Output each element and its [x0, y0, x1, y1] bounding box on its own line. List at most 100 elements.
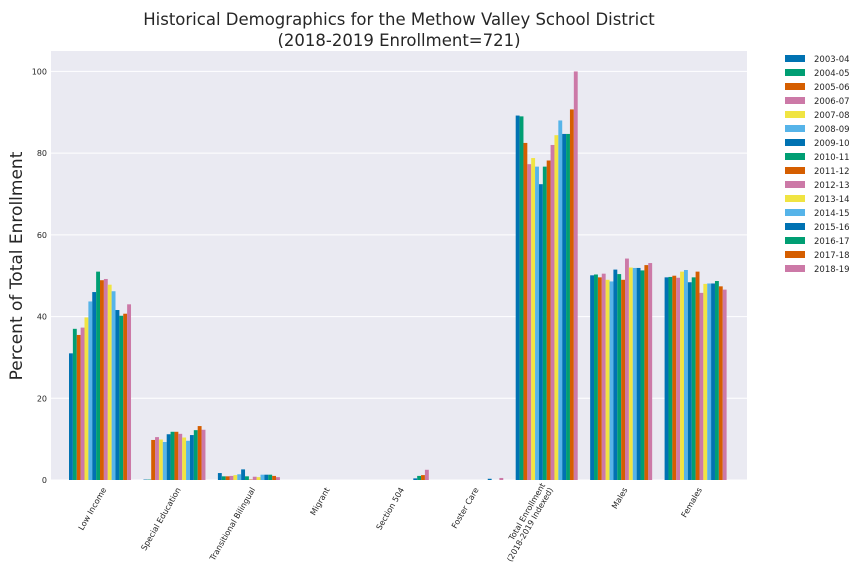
bar	[519, 116, 524, 481]
bar	[605, 279, 610, 480]
bar	[601, 273, 606, 480]
bar	[695, 271, 700, 480]
legend-swatch	[785, 195, 805, 202]
bar	[562, 133, 567, 480]
legend-swatch	[785, 55, 805, 62]
bar	[127, 304, 132, 480]
legend-label: 2008-09	[814, 125, 850, 135]
bar	[225, 476, 230, 480]
legend-label: 2016-17	[814, 237, 850, 247]
bar	[88, 301, 93, 480]
bar	[424, 469, 429, 480]
bar	[252, 476, 257, 480]
bar	[178, 433, 183, 480]
x-tick-label: Low Income	[77, 486, 109, 532]
bar	[96, 271, 101, 480]
bar	[174, 431, 179, 480]
bar	[573, 71, 578, 481]
bar	[84, 317, 89, 480]
legend-label: 2018-19	[814, 265, 850, 275]
bar	[264, 474, 269, 480]
bar	[668, 276, 673, 480]
bar	[107, 284, 112, 480]
legend-swatch	[785, 69, 805, 76]
bar	[69, 353, 73, 480]
bar	[193, 430, 198, 480]
bar	[155, 437, 159, 480]
bar	[644, 265, 649, 480]
legend-swatch	[785, 153, 805, 160]
bar	[229, 475, 234, 480]
bar	[569, 109, 574, 481]
bar	[111, 291, 116, 480]
bar	[260, 474, 265, 480]
bar	[276, 477, 280, 480]
legend-label: 2017-18	[814, 251, 850, 261]
bar	[103, 278, 108, 480]
legend-swatch	[785, 209, 805, 216]
legend: 2003-04 2004-05 2005-06 2006-07 2007-08 2008-…	[785, 55, 850, 275]
bar	[718, 286, 723, 480]
bar	[640, 270, 645, 480]
x-tick-label: Total Enrollment(2018-2019 Indexed)	[497, 482, 555, 564]
bar	[92, 292, 97, 480]
y-tick-label: 80	[37, 149, 47, 158]
x-tick-label: Migrant	[309, 486, 332, 517]
bar	[189, 435, 194, 480]
x-tick-label: Males	[610, 486, 629, 511]
bar	[115, 310, 120, 480]
legend-label: 2009-10	[814, 139, 850, 149]
legend-swatch	[785, 181, 805, 188]
bar	[221, 476, 226, 480]
bar	[632, 267, 637, 480]
bar	[158, 439, 163, 480]
bar	[538, 184, 543, 480]
bar	[594, 274, 598, 480]
legend-label: 2014-15	[814, 209, 850, 219]
legend-swatch	[785, 237, 805, 244]
bar	[621, 279, 626, 480]
bar	[162, 442, 167, 480]
bar	[597, 277, 602, 480]
bar	[272, 475, 277, 480]
bar	[256, 477, 261, 480]
y-axis-label: Percent of Total Enrollment	[7, 151, 27, 380]
legend-swatch	[785, 125, 805, 132]
legend-label: 2012-13	[814, 181, 850, 191]
y-tick-label: 100	[32, 67, 47, 76]
bar	[691, 277, 696, 480]
bar	[625, 258, 629, 480]
legend-label: 2007-08	[814, 111, 850, 121]
legend-swatch	[785, 265, 805, 272]
bar	[186, 440, 190, 480]
bar	[197, 426, 202, 480]
bar	[609, 281, 614, 480]
bar	[499, 477, 504, 480]
bar	[241, 469, 246, 480]
legend-label: 2004-05	[814, 69, 850, 79]
bar	[421, 475, 425, 480]
bar	[80, 327, 85, 480]
legend-swatch	[785, 167, 805, 174]
y-tick-label: 0	[42, 476, 47, 485]
y-tick-label: 40	[37, 313, 47, 322]
bar	[201, 429, 206, 480]
bar	[707, 283, 712, 480]
bar	[233, 475, 238, 480]
bar	[664, 277, 669, 480]
bar	[683, 269, 688, 480]
bar	[558, 120, 563, 481]
legend-label: 2006-07	[814, 97, 850, 107]
legend-label: 2010-11	[814, 153, 850, 163]
bar	[166, 434, 171, 480]
x-tick-label: Foster Care	[450, 486, 481, 530]
bar	[413, 478, 418, 480]
bar	[531, 158, 536, 481]
bar	[613, 269, 618, 480]
legend-swatch	[785, 111, 805, 118]
chart-subtitle: (2018-2019 Enrollment=721)	[277, 31, 520, 50]
legend-swatch	[785, 97, 805, 104]
bar	[182, 437, 187, 480]
x-tick-label: Special Education	[139, 486, 182, 552]
bar	[590, 275, 595, 480]
